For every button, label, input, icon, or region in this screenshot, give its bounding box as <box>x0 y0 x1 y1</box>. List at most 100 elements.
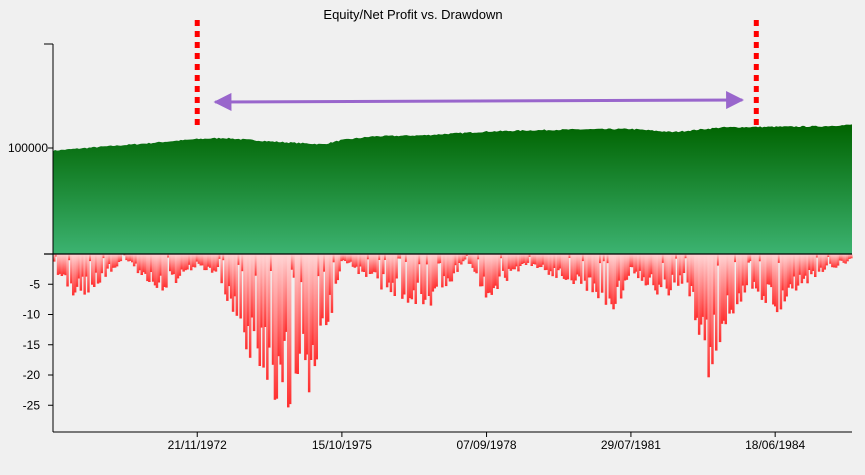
drawdown-bar <box>606 254 610 264</box>
drawdown-bar <box>389 254 393 293</box>
drawdown-bar <box>741 254 745 286</box>
drawdown-bar <box>231 254 235 312</box>
drawdown-bar <box>408 254 412 299</box>
drawdown-bar <box>197 254 201 264</box>
annotations <box>194 20 759 128</box>
drawdown-bar <box>585 254 589 291</box>
drawdown-bar <box>557 254 560 271</box>
drawdown-bar <box>330 254 334 313</box>
drawdown-bar <box>142 254 145 273</box>
drawdown-bar <box>536 254 539 268</box>
drawdown-bar <box>829 254 832 264</box>
drawdown-bar <box>469 254 473 264</box>
drawdown-bar <box>580 254 583 284</box>
drawdown-bar <box>395 254 398 279</box>
drawdown-panel <box>53 254 853 408</box>
drawdown-bar <box>347 254 351 263</box>
drawdown-bar <box>93 254 96 287</box>
drawdown-bar <box>635 254 638 272</box>
drawdown-bar <box>446 254 450 279</box>
drawdown-bar <box>808 254 811 270</box>
drawdown-bar <box>456 254 459 272</box>
drawdown-bar <box>378 254 381 260</box>
drawdown-bar <box>212 254 216 271</box>
drawdown-bar <box>228 254 231 287</box>
drawdown-bar <box>443 254 446 277</box>
drawdown-bar <box>802 254 805 279</box>
drawdown-bar <box>604 254 608 305</box>
drawdown-bar <box>671 254 674 275</box>
drawdown-bar <box>77 254 81 279</box>
drawdown-bar <box>481 254 484 287</box>
drawdown-bar <box>100 254 104 274</box>
drawdown-bar <box>374 254 377 273</box>
drawdown-bar <box>521 254 524 264</box>
drawdown-bar <box>551 254 554 277</box>
drawdown-bar <box>325 254 328 326</box>
drawdown-bar <box>368 254 372 274</box>
drawdown-bar <box>800 254 804 284</box>
drawdown-bar <box>500 254 503 259</box>
drawdown-bar <box>172 254 176 275</box>
drawdown-bar <box>815 254 819 258</box>
drawdown-bar <box>699 254 703 325</box>
drawdown-bar <box>193 254 197 268</box>
drawdown-bar <box>559 254 562 269</box>
x-tick-label: 18/06/1984 <box>745 438 805 452</box>
drawdown-bar <box>492 254 495 289</box>
drawdown-bar <box>410 254 414 300</box>
drawdown-bar <box>425 254 429 265</box>
drawdown-bar <box>650 254 653 275</box>
drawdown-bar <box>618 254 621 281</box>
drawdown-bar <box>140 254 143 275</box>
drawdown-bar <box>783 254 786 302</box>
drawdown-bar <box>686 254 689 283</box>
drawdown-bar <box>496 254 499 289</box>
drawdown-bar <box>661 254 665 263</box>
drawdown-bar <box>591 254 594 293</box>
drawdown-bar <box>812 254 815 271</box>
drawdown-bar <box>739 254 743 302</box>
drawdown-bar <box>321 254 324 319</box>
drawdown-bar <box>161 254 164 291</box>
drawdown-bar <box>433 254 436 289</box>
drawdown-bar <box>734 254 737 263</box>
drawdown-bar <box>226 254 229 301</box>
drawdown-bar <box>758 254 762 262</box>
drawdown-bar <box>382 254 385 275</box>
drawdown-bar <box>294 254 298 374</box>
drawdown-bar <box>743 254 747 293</box>
drawdown-bar <box>188 254 191 265</box>
drawdown-bar <box>148 254 151 282</box>
drawdown-bar <box>722 254 726 321</box>
drawdown-bar <box>658 254 661 285</box>
drawdown-bar <box>541 254 545 265</box>
drawdown-bar <box>353 254 357 268</box>
drawdown-bar <box>205 254 208 271</box>
drawdown-bar <box>235 254 239 316</box>
drawdown-bar <box>401 254 404 299</box>
drawdown-bar <box>157 254 161 283</box>
drawdown-bar <box>627 254 630 276</box>
drawdown-bar <box>209 254 212 268</box>
drawdown-bar <box>793 254 796 277</box>
drawdown-bar <box>774 254 777 307</box>
drawdown-bar <box>340 254 343 262</box>
drawdown-bar <box>273 254 277 400</box>
drawdown-bar <box>298 254 301 354</box>
drawdown-bar <box>642 254 646 278</box>
drawdown-bar <box>663 254 667 280</box>
drawdown-bar <box>385 254 389 288</box>
drawdown-bar <box>665 254 669 289</box>
drawdown-bar <box>420 254 423 294</box>
drawdown-bar <box>336 254 339 281</box>
drawdown-bar <box>237 254 240 265</box>
drawdown-bar <box>526 254 530 263</box>
drawdown-bar <box>555 254 558 278</box>
drawdown-bar <box>471 254 474 268</box>
drawdown-bar <box>696 254 699 318</box>
drawdown-bar <box>248 254 252 358</box>
drawdown-bar <box>810 254 813 275</box>
drawdown-bar <box>81 254 84 277</box>
drawdown-bar <box>505 254 509 281</box>
